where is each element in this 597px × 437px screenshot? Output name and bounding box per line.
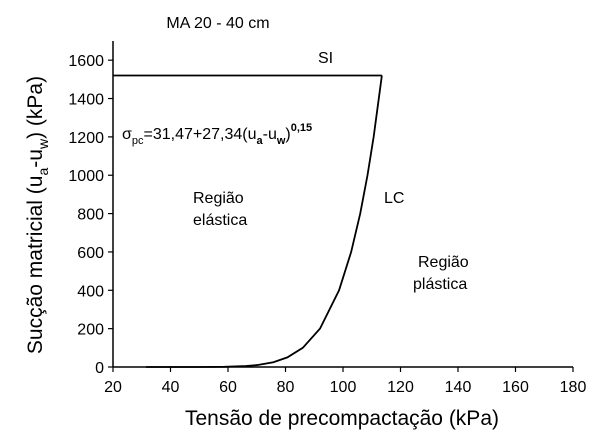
equation-part: pc (132, 135, 144, 147)
y-label-part: ) (kPa) (24, 76, 47, 139)
y-tick-label: 600 (77, 245, 104, 262)
y-tick-label: 1400 (68, 92, 104, 109)
y-label-part: w (35, 138, 51, 150)
equation-part: 0,15 (291, 122, 312, 134)
x-tick-label: 80 (277, 379, 295, 396)
annotation: Região (418, 254, 469, 271)
x-axis-label: Tensão de precompactação (kPa) (185, 407, 499, 430)
x-tick-label: 160 (502, 379, 529, 396)
x-tick-label: 120 (387, 379, 414, 396)
x-tick-label: 100 (330, 379, 357, 396)
y-tick-label: 0 (95, 360, 104, 377)
data-line (145, 75, 383, 368)
y-tick-label: 1600 (68, 53, 104, 70)
equation: σpc=31,47+27,34(ua-uw)0,15 (122, 122, 312, 147)
y-tick-label: 400 (77, 283, 104, 300)
y-label-part: a (35, 168, 51, 176)
equation-part: σ (122, 126, 132, 143)
y-label-part: Sucção matricial (u (24, 176, 47, 355)
annotation: plástica (413, 276, 467, 293)
annotation: Região (193, 190, 244, 207)
y-tick-label: 1000 (68, 168, 104, 185)
y-tick-label: 800 (77, 207, 104, 224)
equation-part: =31,47+27,34(u (144, 126, 257, 143)
chart-title: MA 20 - 40 cm (166, 15, 269, 32)
x-tick-label: 40 (162, 379, 180, 396)
equation-part: ) (285, 126, 290, 143)
y-label-part: -u (24, 149, 47, 168)
equation-part: w (276, 135, 286, 147)
y-tick-label: 1200 (68, 130, 104, 147)
annotation: elástica (193, 212, 247, 229)
x-tick-label: 180 (560, 379, 587, 396)
x-tick-label: 60 (219, 379, 237, 396)
x-tick-label: 140 (445, 379, 472, 396)
equation-part: -u (263, 126, 277, 143)
annotation: SI (318, 50, 333, 67)
y-axis-label: Sucção matricial (ua-uw) (kPa) (24, 76, 51, 354)
equation-part: a (257, 135, 264, 147)
y-tick-label: 200 (77, 322, 104, 339)
annotation: LC (384, 190, 404, 207)
x-tick-label: 20 (104, 379, 122, 396)
